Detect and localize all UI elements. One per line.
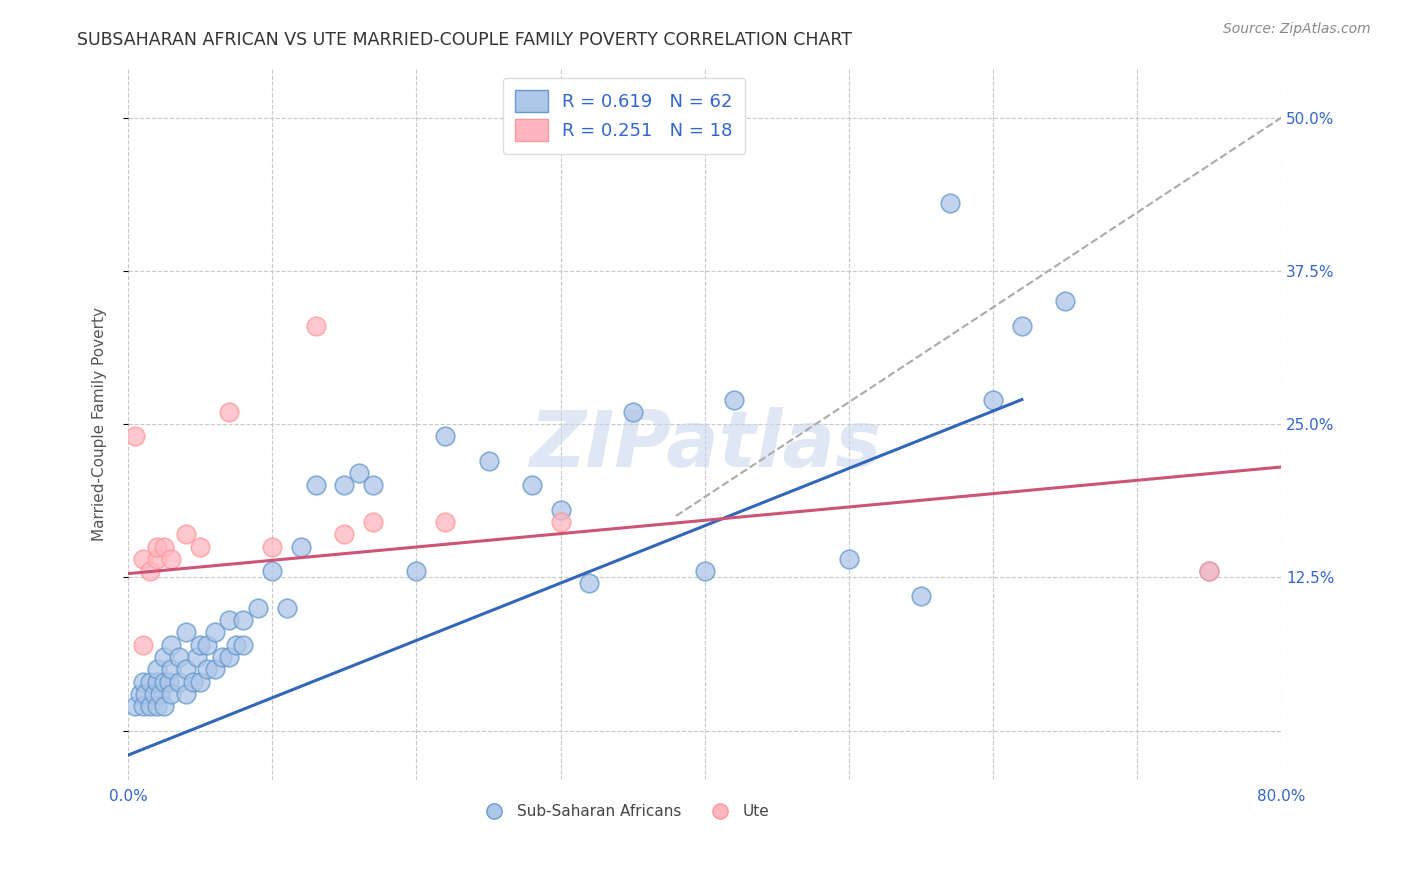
Point (1198, 564, 1220, 578)
Point (361, 515, 384, 529)
Point (1011, 318, 1033, 333)
Point (232, 613, 254, 627)
Point (160, 638, 183, 652)
Point (621, 405, 644, 419)
Point (218, 405, 240, 419)
Point (131, 638, 153, 652)
Text: ZIPatlas: ZIPatlas (529, 408, 882, 483)
Point (304, 318, 326, 333)
Point (197, 662, 219, 676)
Point (160, 552, 183, 566)
Point (153, 699, 176, 714)
Point (131, 674, 153, 689)
Point (304, 478, 326, 492)
Point (174, 662, 197, 676)
Point (361, 478, 384, 492)
Point (146, 699, 169, 714)
Point (160, 662, 183, 676)
Point (167, 674, 190, 689)
Point (174, 687, 197, 701)
Point (167, 650, 190, 665)
Point (188, 540, 211, 554)
Point (153, 674, 176, 689)
Point (232, 638, 254, 652)
Point (520, 478, 543, 492)
Point (153, 540, 176, 554)
Point (276, 601, 298, 615)
Point (160, 687, 183, 701)
Legend: Sub-Saharan Africans, Ute: Sub-Saharan Africans, Ute (472, 798, 775, 825)
Point (134, 687, 156, 701)
Point (143, 687, 166, 701)
Point (124, 429, 146, 443)
Point (174, 527, 197, 541)
Point (186, 650, 208, 665)
Point (204, 625, 226, 640)
Point (434, 429, 457, 443)
Point (434, 515, 457, 529)
Point (188, 674, 211, 689)
Point (204, 662, 226, 676)
Point (157, 674, 180, 689)
Point (131, 699, 153, 714)
Point (146, 674, 169, 689)
Point (981, 392, 1004, 407)
Point (1054, 294, 1077, 309)
Point (146, 552, 169, 566)
Point (218, 650, 240, 665)
Point (477, 454, 499, 468)
Text: Source: ZipAtlas.com: Source: ZipAtlas.com (1223, 22, 1371, 37)
Point (910, 589, 932, 603)
Y-axis label: Married-Couple Family Poverty: Married-Couple Family Poverty (93, 307, 107, 541)
Point (405, 564, 427, 578)
Point (550, 515, 572, 529)
Point (139, 699, 162, 714)
Point (333, 478, 356, 492)
Point (262, 564, 284, 578)
Point (188, 638, 211, 652)
Point (124, 699, 146, 714)
Point (939, 196, 962, 211)
Point (139, 674, 162, 689)
Point (225, 638, 247, 652)
Point (578, 576, 600, 591)
Point (149, 687, 172, 701)
Point (131, 552, 153, 566)
Point (693, 564, 716, 578)
Point (550, 503, 572, 517)
Point (174, 625, 197, 640)
Point (197, 638, 219, 652)
Point (181, 674, 204, 689)
Point (333, 527, 356, 541)
Point (838, 552, 860, 566)
Point (262, 540, 284, 554)
Point (218, 613, 240, 627)
Point (1198, 564, 1220, 578)
Point (723, 392, 745, 407)
Point (347, 466, 370, 480)
Point (246, 601, 269, 615)
Point (139, 564, 162, 578)
Text: SUBSAHARAN AFRICAN VS UTE MARRIED-COUPLE FAMILY POVERTY CORRELATION CHART: SUBSAHARAN AFRICAN VS UTE MARRIED-COUPLE… (77, 31, 852, 49)
Point (290, 540, 312, 554)
Point (146, 662, 169, 676)
Point (211, 650, 233, 665)
Point (146, 540, 169, 554)
Point (153, 650, 176, 665)
Point (128, 687, 150, 701)
